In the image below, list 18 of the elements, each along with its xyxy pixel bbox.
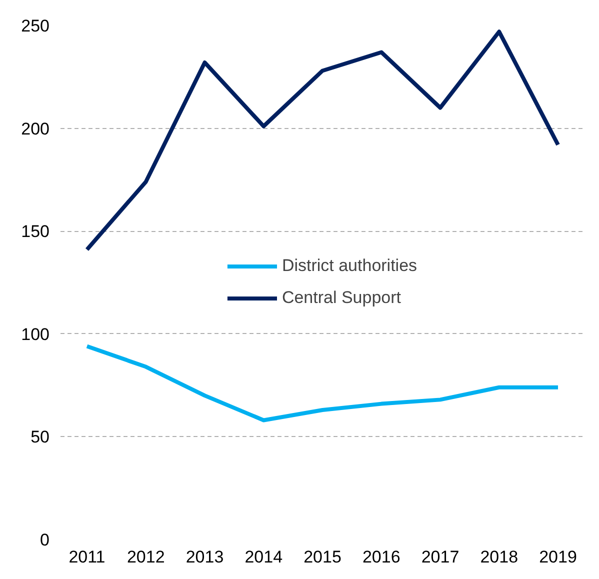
x-tick-label: 2011 — [68, 548, 106, 566]
y-tick-label: 50 — [30, 428, 50, 447]
legend-label: Central Support — [282, 288, 402, 308]
x-tick-label: 2014 — [244, 548, 283, 566]
legend-label: District authorities — [282, 256, 418, 276]
x-tick-label: 2016 — [362, 548, 400, 566]
y-tick-label: 0 — [40, 530, 50, 550]
y-tick-label: 200 — [21, 119, 50, 138]
y-tick-label: 150 — [21, 222, 50, 242]
x-tick-label: 2015 — [304, 548, 342, 566]
y-tick-label: 250 — [21, 16, 50, 36]
x-tick-label: 2018 — [480, 548, 518, 566]
x-tick-label: 2019 — [539, 548, 577, 566]
y-tick-label: 100 — [21, 324, 50, 344]
x-tick-label: 2013 — [186, 548, 224, 566]
line-series — [84, 30, 560, 252]
x-tick-label: 2012 — [126, 548, 165, 566]
x-tick-label: 2017 — [421, 548, 460, 566]
